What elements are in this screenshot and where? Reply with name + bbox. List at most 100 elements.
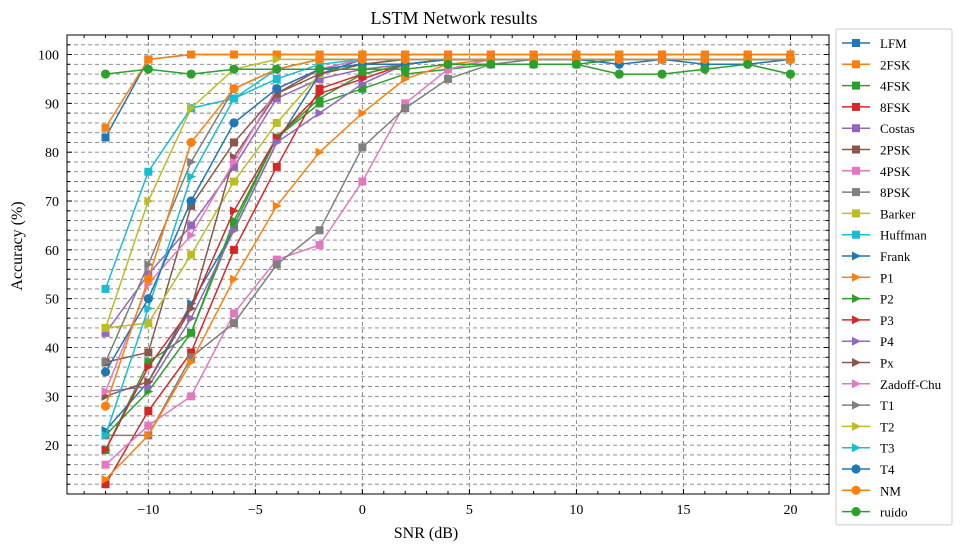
legend-item: NM [842,483,901,498]
legend-item: ruido [842,505,907,520]
legend-label: P3 [880,313,894,328]
data-point [187,230,197,240]
data-point [785,54,796,65]
data-point [614,69,624,79]
data-point [444,74,452,83]
data-point [101,430,111,440]
legend-item: T2 [842,419,894,434]
legend-label: Huffman [880,228,927,243]
data-point [187,201,196,210]
legend-marker [851,507,861,517]
data-point [101,474,111,484]
legend: LFM 2FSK 4FSK 8FSK Costas 2PSK 4PSK 8PSK Barker H… [835,28,953,526]
y-tick-label: 90 [45,97,59,112]
data-point [272,64,282,74]
data-point [315,50,324,59]
legend-item: T4 [842,462,895,477]
legend-marker [852,315,861,325]
legend-label: Frank [880,249,911,264]
data-point [272,137,282,147]
series-2fsk [101,50,795,132]
data-point [401,74,411,84]
data-point [444,50,452,59]
data-point [272,162,281,171]
data-point [571,59,582,69]
legend-marker [852,145,860,154]
legend-marker [851,464,861,474]
legend-label: 2FSK [880,57,911,72]
data-point [658,50,667,59]
data-point [187,157,197,167]
legend-label: NM [880,483,901,498]
legend-item: 2FSK [842,57,911,72]
legend-marker [852,251,861,261]
x-tick-label: −5 [248,503,263,518]
data-point [272,94,281,103]
data-point [315,108,325,118]
data-point [187,221,196,230]
legend-label: T4 [880,462,895,477]
data-point [101,445,111,455]
legend-label: T3 [880,441,894,456]
chart-title: LSTM Network results [371,8,538,28]
data-point [100,69,111,79]
legend-item: P1 [842,270,894,285]
legend-item: Costas [842,121,915,136]
y-tick-label: 70 [45,195,59,210]
data-point [443,59,453,69]
legend-marker [851,485,861,495]
data-point [272,201,282,211]
data-point [357,64,367,74]
legend-item: P4 [842,334,894,349]
data-point [785,69,796,79]
data-point [187,303,197,313]
data-point [229,245,238,254]
legend-label: 4FSK [880,79,911,94]
y-tick-label: 100 [38,49,59,64]
legend-item: T1 [842,398,894,413]
data-point [101,284,110,293]
data-point [229,138,238,147]
legend-item: Zadoff-Chu [842,377,942,392]
data-point [272,118,281,127]
legend-item: 8FSK [842,100,911,115]
legend-marker [852,336,861,346]
legend-marker [852,400,861,410]
data-point [144,358,153,367]
legend-label: T2 [880,419,894,434]
data-point [229,309,238,318]
legend-marker [852,124,860,133]
data-point [529,59,539,69]
data-point [400,54,410,65]
data-point [101,386,111,396]
data-point [144,167,153,176]
data-point [101,480,110,489]
data-point [100,401,111,411]
data-point [358,108,368,118]
legend-label: P1 [880,270,894,285]
x-axis-label: SNR (dB) [394,525,458,542]
data-point [272,84,282,94]
data-point [187,328,197,338]
legend-marker [852,230,860,239]
legend-item: 8PSK [842,185,911,200]
data-point [187,392,196,401]
data-point [229,274,239,284]
data-point [229,221,238,230]
series-layer [100,50,796,489]
data-point [315,226,324,235]
data-point [187,353,196,362]
data-point [144,430,154,440]
data-point [229,319,238,328]
data-point [272,260,281,269]
data-point [315,147,325,157]
legend-item: 4FSK [842,79,911,94]
data-point [229,64,239,74]
data-point [357,54,367,65]
legend-marker [852,294,861,304]
data-point [272,54,282,64]
data-point [144,270,153,279]
legend-item: Huffman [842,228,927,243]
